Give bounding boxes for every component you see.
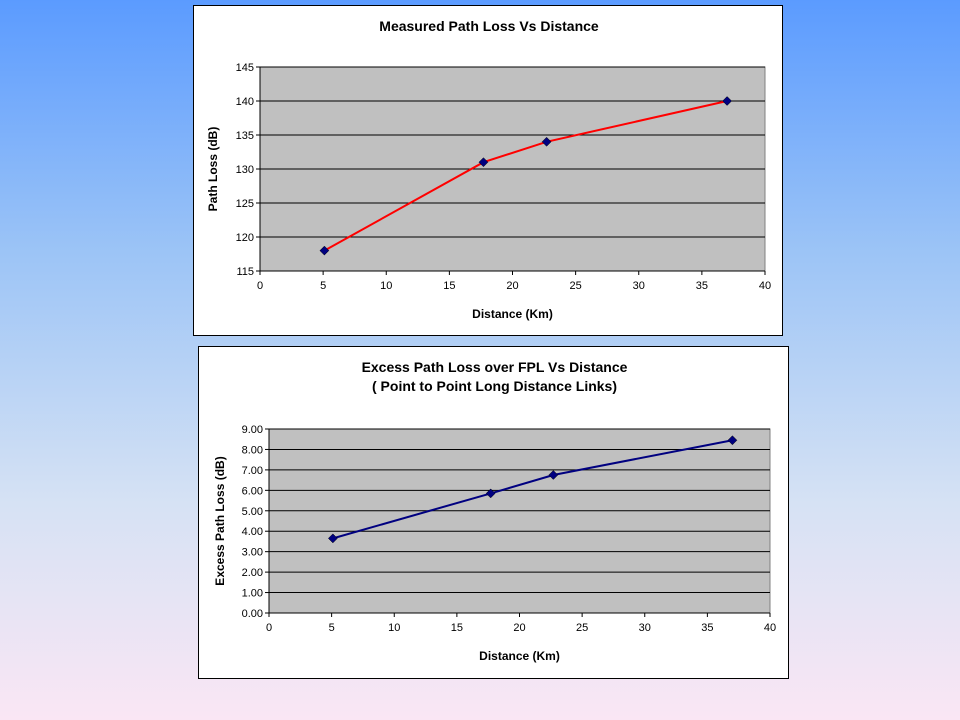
- data-point-marker: [727, 435, 738, 446]
- data-point-marker: [548, 470, 559, 480]
- y-tick-label: 120: [236, 232, 254, 244]
- y-tick-label: 130: [236, 164, 254, 176]
- x-tick-label: 15: [443, 280, 455, 292]
- x-tick-label: 25: [576, 622, 588, 634]
- x-tick-label: 20: [506, 280, 518, 292]
- x-tick-label: 35: [696, 280, 708, 292]
- path-loss-chart-svg: Measured Path Loss Vs Distance 115 120 125 1…: [206, 18, 771, 321]
- data-point-marker: [478, 157, 489, 168]
- x-tick-label: 20: [513, 622, 525, 634]
- y-tick-label: 135: [236, 130, 254, 142]
- x-tick-label: 15: [451, 622, 463, 634]
- x-axis-title: Distance (Km): [479, 649, 560, 663]
- chart-title: Measured Path Loss Vs Distance: [379, 18, 599, 34]
- x-tick-label: 30: [633, 280, 645, 292]
- series-line: [323, 100, 728, 252]
- x-tick-label: 40: [759, 280, 771, 292]
- y-tick-label: 3.00: [242, 547, 263, 559]
- y-tick-label: 4.00: [242, 526, 263, 538]
- y-tick-label: 125: [236, 198, 254, 210]
- y-tick-label: 145: [236, 62, 254, 74]
- y-tick-label: 115: [236, 266, 254, 278]
- y-tick-label: 9.00: [242, 424, 263, 436]
- y-axis-title: Path Loss (dB): [206, 127, 220, 212]
- y-tick-label: 140: [236, 96, 254, 108]
- y-tick-label: 2.00: [242, 567, 263, 579]
- x-tick-label: 0: [266, 622, 272, 634]
- data-point-marker: [541, 136, 552, 147]
- y-tick-label: 8.00: [242, 444, 263, 456]
- y-tick-label: 1.00: [242, 588, 263, 600]
- y-tick-label: 5.00: [242, 506, 263, 518]
- x-tick-label: 10: [380, 280, 392, 292]
- x-tick-label: 25: [570, 280, 582, 292]
- x-axis-title: Distance (Km): [472, 307, 553, 321]
- excess-path-loss-chart-svg: Excess Path Loss over FPL Vs Distance ( P…: [213, 359, 776, 663]
- x-tick-label: 30: [639, 622, 651, 634]
- data-point-marker: [722, 96, 732, 106]
- excess-path-loss-chart: Excess Path Loss over FPL Vs Distance ( P…: [198, 346, 789, 679]
- x-tick-label: 10: [388, 622, 400, 634]
- data-point-marker: [485, 488, 496, 499]
- data-point-marker: [328, 533, 338, 544]
- chart-title: ( Point to Point Long Distance Links): [372, 378, 617, 394]
- y-tick-label: 0.00: [242, 608, 263, 620]
- y-axis-title: Excess Path Loss (dB): [213, 456, 227, 585]
- y-tick-label: 6.00: [242, 485, 263, 497]
- x-tick-label: 5: [329, 622, 335, 634]
- x-tick-label: 40: [764, 622, 776, 634]
- series-line: [332, 439, 733, 540]
- plot-area: [268, 428, 771, 614]
- chart-title: Excess Path Loss over FPL Vs Distance: [362, 359, 628, 375]
- x-tick-label: 35: [701, 622, 713, 634]
- y-tick-label: 7.00: [242, 465, 263, 477]
- path-loss-chart: Measured Path Loss Vs Distance 115 120 125 1…: [193, 5, 783, 336]
- x-tick-label: 0: [257, 280, 263, 292]
- data-point-marker: [319, 245, 330, 256]
- x-tick-label: 5: [320, 280, 326, 292]
